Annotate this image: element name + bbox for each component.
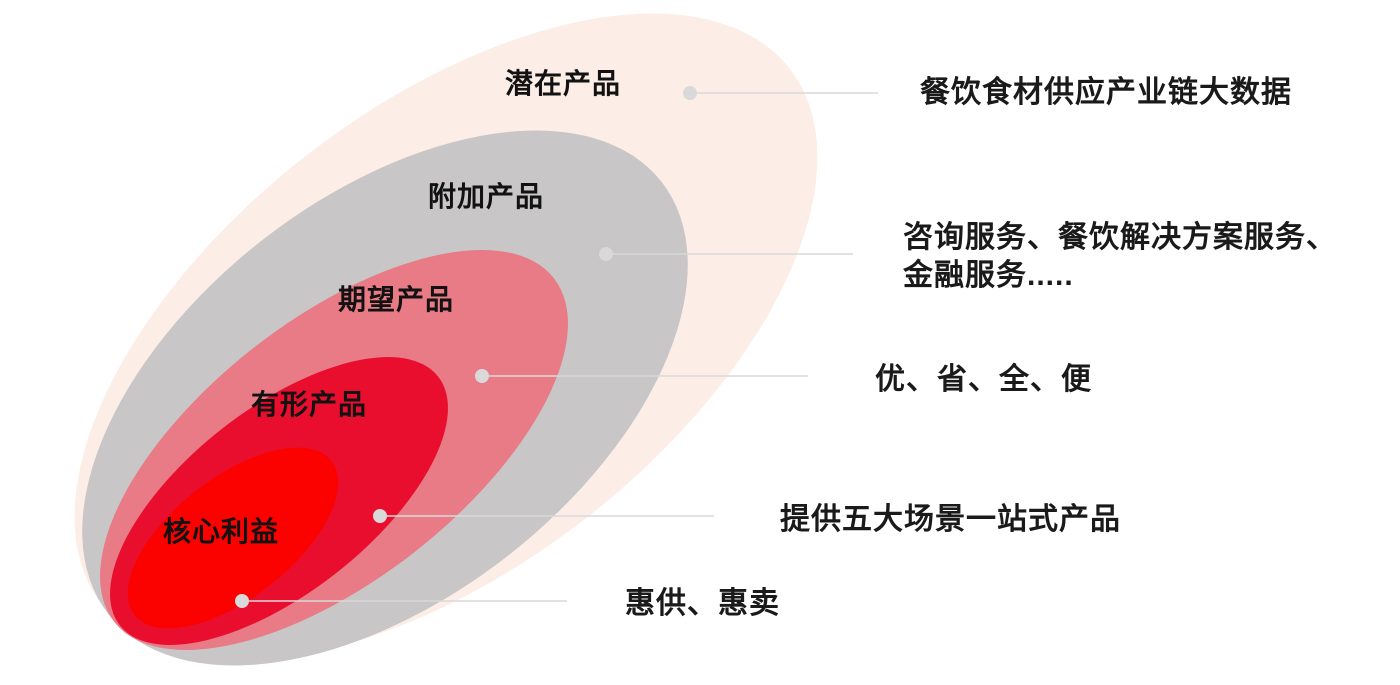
annotation-core-line-1: 惠供、惠卖 [625, 587, 780, 620]
label-tangible-product: 有形产品 [251, 389, 368, 420]
connector-dot-core [235, 594, 249, 608]
label-core-benefit: 核心利益 [163, 516, 280, 547]
connector-dot-expected [475, 369, 489, 383]
annotation-tangible-product: 提供五大场景一站式产品 [780, 501, 1121, 539]
annotation-tangible-line-1: 提供五大场景一站式产品 [780, 503, 1121, 536]
ellipse-core-benefit [127, 447, 339, 629]
label-expected-product: 期望产品 [338, 284, 455, 315]
connector-dot-tangible [373, 509, 387, 523]
connector-dot-augmented [599, 247, 613, 261]
annotation-augmented-line-2: 金融服务..... [903, 259, 1074, 292]
annotation-expected-product: 优、省、全、便 [875, 361, 1092, 399]
label-augmented-product: 附加产品 [428, 181, 545, 212]
annotation-augmented-line-1: 咨询服务、餐饮解决方案服务、 [903, 221, 1337, 254]
annotation-augmented-product: 咨询服务、餐饮解决方案服务、 金融服务..... [903, 219, 1337, 295]
label-potential-product: 潜在产品 [505, 68, 622, 99]
annotation-potential-line-1: 餐饮食材供应产业链大数据 [920, 76, 1292, 109]
annotation-potential-product: 餐饮食材供应产业链大数据 [920, 74, 1292, 112]
connector-dot-potential [683, 86, 697, 100]
annotation-expected-line-1: 优、省、全、便 [875, 363, 1092, 396]
annotation-core-benefit: 惠供、惠卖 [625, 585, 780, 623]
